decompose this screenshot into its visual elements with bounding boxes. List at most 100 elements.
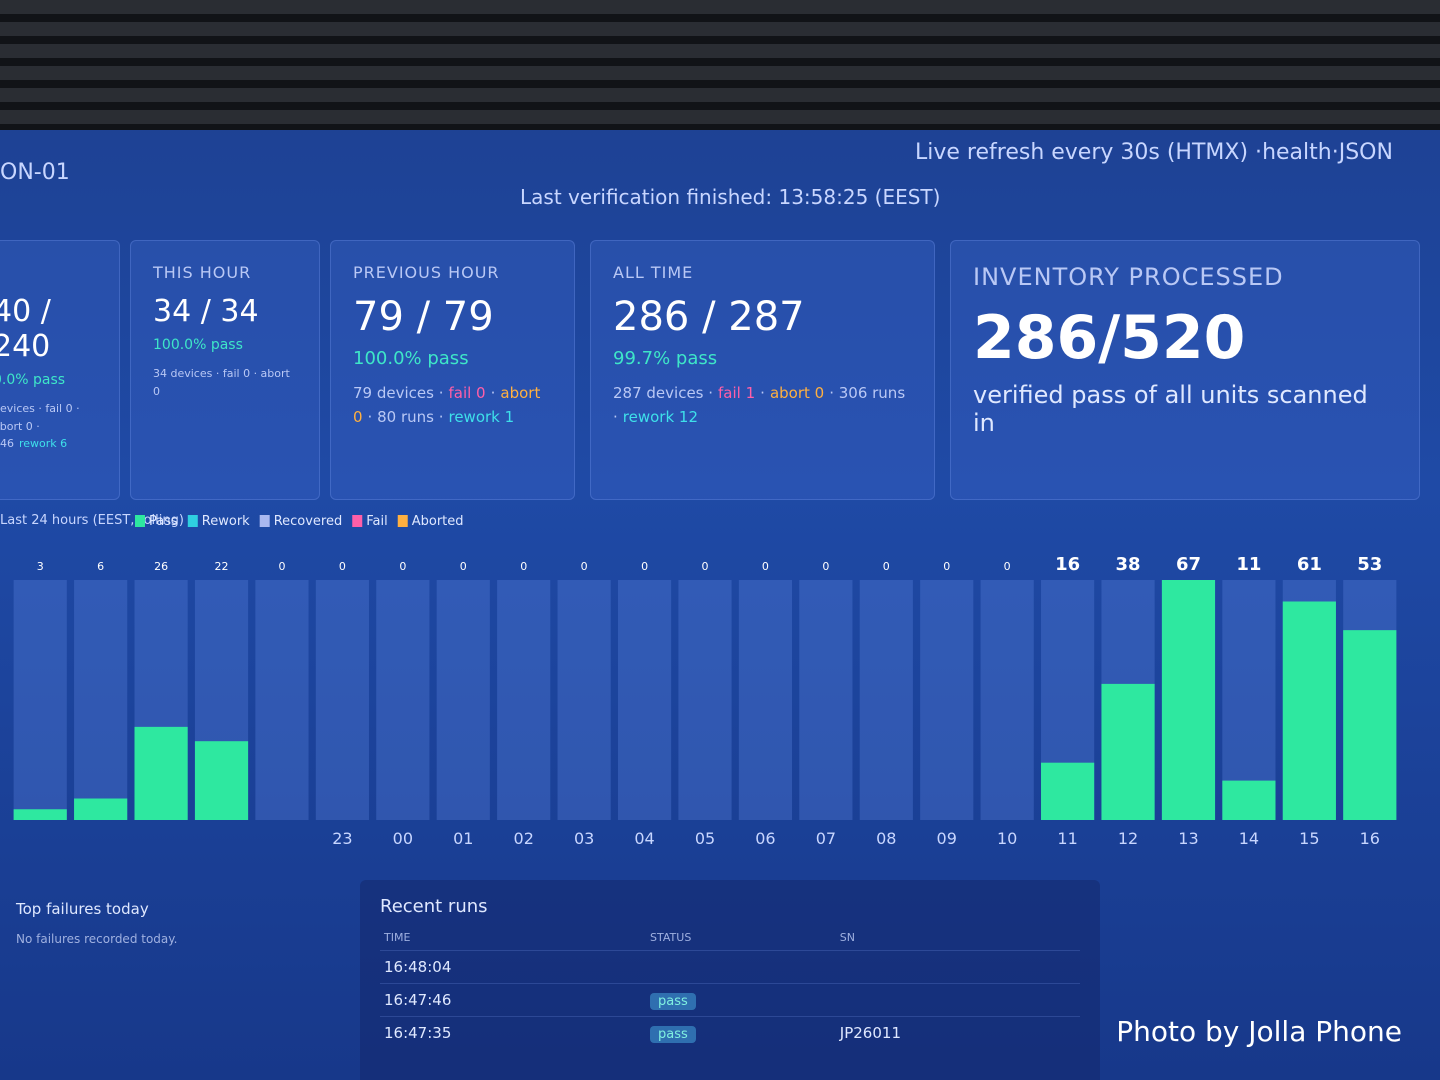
kpi-card: PREVIOUS HOUR 79 / 79 100.0% pass 79 device… [330, 240, 575, 500]
value-label: 22 [215, 560, 229, 573]
card-details: devices · fail 0 · abort 0 · 246rework 6 [0, 400, 97, 453]
card-rate: verified pass of all units scanned in [973, 381, 1368, 437]
detail-part: rework 6 [19, 437, 68, 451]
value-label: 0 [1004, 560, 1011, 573]
card-details: 79 devices · fail 0 · abort 0 · 80 runs · rew… [353, 381, 552, 429]
photo-credit: Photo by Jolla Phone [1116, 1015, 1402, 1048]
x-tick-label: 11 [1057, 829, 1077, 848]
card-label: PREVIOUS HOUR [353, 263, 500, 282]
card-label: ALL TIME [613, 263, 694, 282]
bar [194, 741, 249, 820]
runs-header: TIME STATUS SN [380, 925, 1080, 951]
bar-track [74, 580, 128, 820]
detail-part: abort 0 [769, 384, 825, 402]
bar-track [799, 580, 853, 820]
x-tick-label: 12 [1118, 829, 1138, 848]
detail-part: 79 devices · [353, 384, 444, 402]
value-label: 61 [1297, 554, 1322, 575]
kpi-card: THIS HOUR 34 / 34 100.0% pass 34 devices · … [130, 240, 320, 500]
json-link[interactable]: JSON [1338, 140, 1393, 165]
bar-track [1222, 580, 1276, 820]
run-row: 16:47:35 pass JP26011 [380, 1016, 1080, 1049]
legend-label: Rework [202, 514, 250, 529]
bar-track [859, 580, 913, 820]
value-label: 0 [278, 560, 285, 573]
bar-track [617, 580, 672, 820]
detail-part: rework 12 [622, 408, 699, 426]
x-tick-label: 14 [1239, 829, 1259, 848]
legend-label: Fail [366, 514, 387, 529]
failures-panel: Top failures today No failures recorded … [16, 900, 336, 946]
x-tick-label: 13 [1178, 829, 1198, 848]
value-label: 6 [97, 560, 104, 573]
value-label: 0 [520, 560, 527, 573]
last-verification: Last verification finished: 13:58:25 (EE… [520, 185, 941, 209]
card-label: INVENTORY PROCESSED [973, 263, 1284, 291]
bar-track [436, 580, 490, 820]
value-label: 0 [641, 560, 648, 573]
recent-runs: Recent runs TIME STATUS SN 16:48:04 16:47:46… [360, 880, 1100, 1080]
x-tick-label: 01 [453, 829, 473, 848]
health-link[interactable]: health [1262, 140, 1332, 165]
legend-swatch [187, 515, 198, 527]
detail-part: 34 devices · fail 0 · abort 0 [153, 367, 290, 398]
run-cell [835, 950, 1080, 984]
bar [1343, 630, 1397, 820]
bar-track [255, 580, 309, 820]
x-tick-label: 06 [755, 829, 775, 848]
value-label: 3 [37, 560, 44, 573]
x-tick-label: 05 [695, 829, 715, 848]
bar [74, 798, 128, 820]
x-tick-label: 09 [937, 829, 957, 848]
value-label: 0 [822, 560, 829, 573]
bar-track [980, 580, 1034, 820]
legend-swatch [397, 515, 408, 527]
bar [13, 809, 67, 820]
detail-part: 287 devices · [613, 384, 714, 402]
column-header: SN [839, 931, 856, 944]
run-row: 16:48:04 [380, 950, 1080, 984]
card-rate: 100.0% pass [153, 337, 243, 353]
bar [1101, 683, 1155, 820]
card-label-spacer [0, 263, 97, 282]
x-tick-label: 02 [514, 829, 534, 848]
value-label: 53 [1357, 554, 1382, 575]
bar [1222, 780, 1276, 820]
detail-part: devices · fail 0 · abort 0 · 246 [0, 402, 80, 451]
value-label: 0 [399, 560, 406, 573]
run-row: 16:47:46 pass [380, 983, 1080, 1017]
bar-track [920, 580, 974, 820]
bar-track [557, 580, 611, 820]
bar-track [13, 580, 67, 820]
card-details: 287 devices · fail 1 · abort 0 · 306 runs · r… [613, 381, 912, 429]
window-blinds [0, 0, 1440, 130]
refresh-text: Live refresh every 30s (HTMX) [915, 140, 1249, 165]
run-cell: 16:47:35 [380, 1016, 647, 1049]
run-cell: 16:48:04 [380, 950, 647, 984]
detail-part: fail 0 [448, 384, 486, 402]
run-time: 16:47:46 [384, 991, 452, 1009]
bar [1041, 762, 1095, 820]
bar [134, 726, 188, 820]
card-value: 40 / 240 [0, 294, 51, 364]
detail-part: · 80 runs · [367, 408, 444, 426]
legend-swatch [135, 515, 145, 527]
legend-swatch [352, 515, 363, 527]
run-status: pass [650, 1026, 696, 1043]
card-value: 34 / 34 [153, 294, 259, 329]
x-tick-label: 16 [1360, 829, 1380, 848]
failures-title: Top failures today [16, 900, 149, 918]
refresh-info: Live refresh every 30s (HTMX) ·health·JS… [915, 140, 1393, 165]
value-label: 0 [943, 560, 950, 573]
card-value: 286/520 [973, 303, 1246, 373]
legend-label: Pass [149, 514, 178, 529]
column-header: STATUS [650, 931, 692, 944]
column-header: TIME [384, 931, 411, 944]
x-tick-label: 03 [574, 829, 594, 848]
kpi-card: 40 / 240 0.0% pass devices · fail 0 · abor… [0, 240, 120, 500]
value-label: 0 [883, 560, 890, 573]
run-sn: JP26011 [839, 1024, 901, 1042]
x-tick-label: 10 [997, 829, 1017, 848]
value-label: 26 [154, 560, 168, 573]
